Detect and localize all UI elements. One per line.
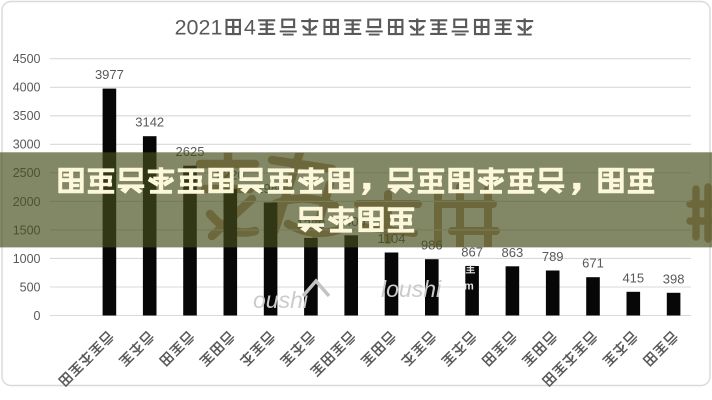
svg-text:671: 671 [582,256,604,271]
svg-text:0: 0 [34,309,41,323]
svg-text:1000: 1000 [13,252,41,266]
svg-text:4500: 4500 [13,52,41,66]
svg-text:863: 863 [502,245,524,260]
svg-text:3500: 3500 [13,109,41,123]
svg-text:oushi: oushi [253,287,309,313]
svg-text:m: m [464,281,474,293]
svg-text:2021: 2021 [175,15,223,39]
svg-text:loushi: loushi [381,276,442,302]
svg-text:3000: 3000 [13,138,41,152]
svg-text:867: 867 [461,245,483,260]
svg-text:500: 500 [20,280,41,294]
svg-text:415: 415 [622,270,644,285]
svg-text:4000: 4000 [13,81,41,95]
svg-text:4: 4 [244,15,256,39]
svg-text:398: 398 [663,271,685,286]
svg-text:3142: 3142 [135,115,164,130]
svg-text:789: 789 [542,249,564,264]
svg-text:3977: 3977 [95,67,124,82]
